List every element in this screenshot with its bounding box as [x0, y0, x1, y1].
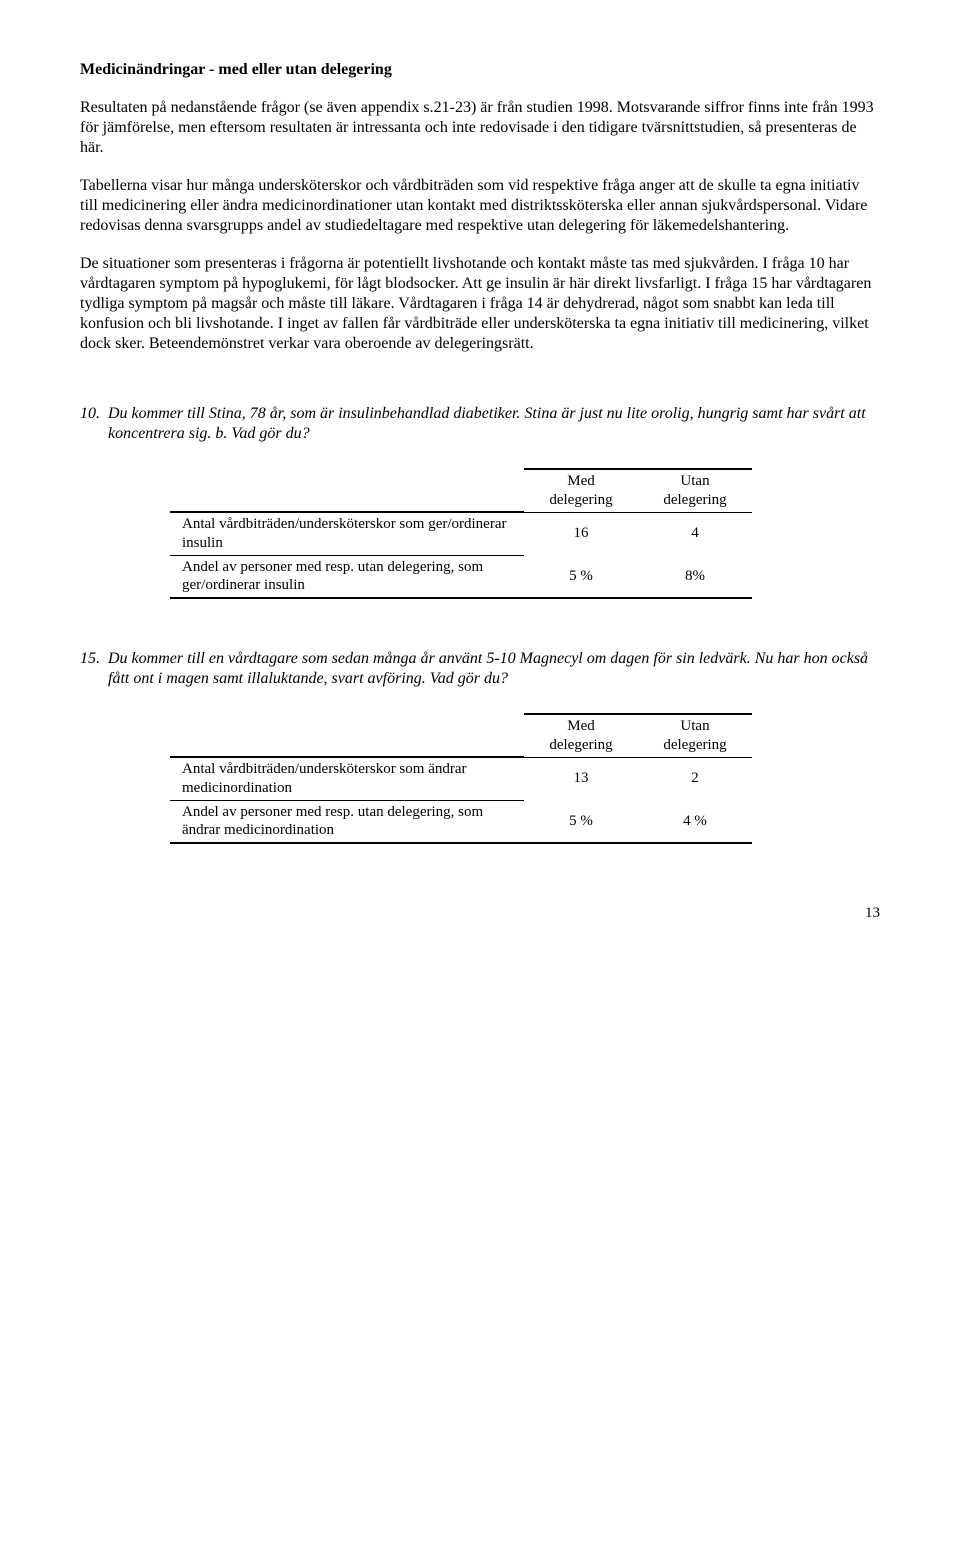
table-q15: Med delegering Utan delegering Antal vår…	[170, 713, 752, 844]
table-q15-row1-label: Antal vårdbiträden/undersköterskor som ä…	[170, 757, 524, 800]
page-number: 13	[80, 904, 880, 923]
paragraph-3: De situationer som presenteras i frågorn…	[80, 254, 880, 354]
paragraph-2: Tabellerna visar hur många underskötersk…	[80, 176, 880, 236]
question-10: 10. Du kommer till Stina, 78 år, som är …	[80, 404, 880, 599]
table-q10: Med delegering Utan delegering Antal vår…	[170, 468, 752, 599]
section-heading: Medicinändringar - med eller utan delege…	[80, 60, 880, 80]
table-q15-row1-utan: 2	[638, 757, 752, 800]
table-q15-header-med: Med delegering	[524, 714, 638, 757]
table-q15-header-utan: Utan delegering	[638, 714, 752, 757]
table-q10-header-med: Med delegering	[524, 469, 638, 512]
table-q15-row2-utan: 4 %	[638, 800, 752, 843]
table-q10-row2-med: 5 %	[524, 555, 638, 598]
question-15-number: 15.	[80, 649, 108, 689]
table-q10-row1-label: Antal vårdbiträden/undersköterskor som g…	[170, 512, 524, 555]
table-q10-row1-med: 16	[524, 512, 638, 555]
question-15: 15. Du kommer till en vårdtagare som sed…	[80, 649, 880, 844]
question-10-text: Du kommer till Stina, 78 år, som är insu…	[108, 404, 880, 444]
table-q10-header-utan: Utan delegering	[638, 469, 752, 512]
table-q15-row2-med: 5 %	[524, 800, 638, 843]
table-q10-row2-utan: 8%	[638, 555, 752, 598]
question-10-number: 10.	[80, 404, 108, 444]
table-q10-row1-utan: 4	[638, 512, 752, 555]
table-q15-row1-med: 13	[524, 757, 638, 800]
paragraph-1: Resultaten på nedanstående frågor (se äv…	[80, 98, 880, 158]
table-q15-row2-label: Andel av personer med resp. utan deleger…	[170, 800, 524, 843]
table-q10-row2-label: Andel av personer med resp. utan deleger…	[170, 555, 524, 598]
question-15-text: Du kommer till en vårdtagare som sedan m…	[108, 649, 880, 689]
